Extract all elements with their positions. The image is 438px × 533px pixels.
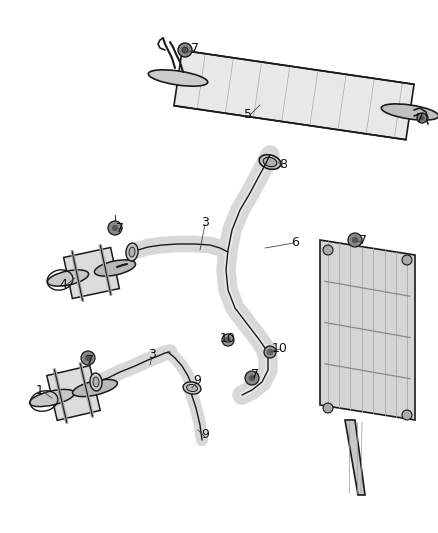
Ellipse shape [93, 377, 99, 387]
Circle shape [323, 403, 333, 413]
Circle shape [323, 245, 333, 255]
Text: 4: 4 [59, 279, 67, 292]
Ellipse shape [187, 384, 198, 392]
Ellipse shape [73, 379, 117, 397]
Circle shape [267, 349, 273, 355]
Circle shape [222, 334, 234, 346]
Text: 7: 7 [416, 111, 424, 125]
Text: 7: 7 [359, 233, 367, 246]
Text: 6: 6 [291, 237, 299, 249]
Circle shape [178, 43, 192, 57]
Ellipse shape [90, 373, 102, 391]
Ellipse shape [47, 270, 88, 286]
Text: 7: 7 [116, 222, 124, 235]
Text: 7: 7 [86, 353, 94, 367]
Polygon shape [345, 420, 365, 495]
Circle shape [182, 47, 188, 53]
Text: 9: 9 [193, 374, 201, 386]
Circle shape [264, 346, 276, 358]
Circle shape [85, 355, 91, 361]
Text: 8: 8 [279, 158, 287, 172]
Ellipse shape [126, 243, 138, 261]
Circle shape [112, 225, 118, 231]
Text: 5: 5 [244, 109, 252, 122]
Text: 10: 10 [220, 332, 236, 344]
Circle shape [249, 375, 255, 381]
Polygon shape [64, 247, 120, 298]
Circle shape [225, 337, 231, 343]
Circle shape [245, 371, 259, 385]
Ellipse shape [263, 157, 277, 167]
Circle shape [402, 410, 412, 420]
Text: 9: 9 [201, 429, 209, 441]
Text: 7: 7 [191, 42, 199, 54]
Circle shape [352, 237, 358, 243]
Polygon shape [47, 366, 100, 421]
Text: 1: 1 [36, 384, 44, 397]
Text: 3: 3 [148, 349, 156, 361]
Circle shape [420, 116, 424, 120]
Ellipse shape [29, 390, 74, 407]
Ellipse shape [129, 247, 135, 257]
Ellipse shape [259, 155, 281, 169]
Ellipse shape [95, 260, 136, 276]
Text: 10: 10 [272, 342, 288, 354]
Circle shape [348, 233, 362, 247]
Circle shape [402, 255, 412, 265]
Ellipse shape [381, 104, 438, 120]
Ellipse shape [183, 382, 201, 394]
Polygon shape [174, 50, 414, 140]
Circle shape [108, 221, 122, 235]
Ellipse shape [148, 70, 208, 86]
Circle shape [417, 113, 427, 123]
Text: 3: 3 [201, 215, 209, 229]
Polygon shape [320, 240, 415, 420]
Text: 7: 7 [251, 368, 259, 382]
Circle shape [81, 351, 95, 365]
